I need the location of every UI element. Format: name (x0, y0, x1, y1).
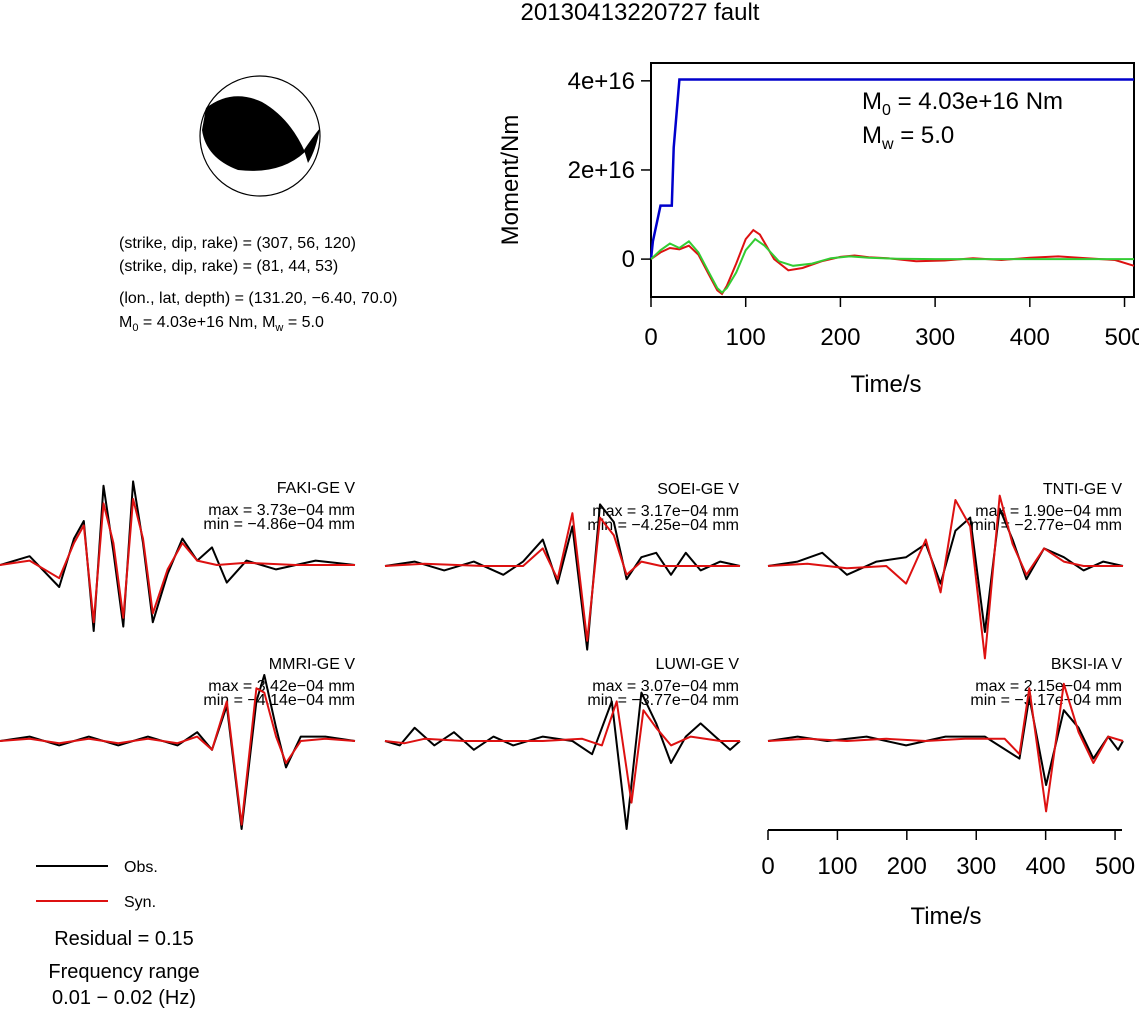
moment-rate-chart: 0 2e+16 4e+16 0 100 200 300 400 500 Moment/Nm Ti… (497, 62, 1139, 398)
waveform-x-tick-label: 0 (761, 853, 774, 880)
moment-y-tick-label: 0 (622, 246, 635, 273)
station-max: max = 3.17e−04 mm (592, 503, 739, 520)
moment-series-3 (650, 237, 1134, 294)
moment-x-axis-label: Time/s (850, 371, 921, 398)
synthetic-trace (384, 512, 740, 642)
station-max: max = 3.73e−04 mm (208, 502, 355, 519)
station-min: min = −3.17e−04 mm (970, 692, 1122, 709)
station-name: LUWI-GE V (655, 656, 739, 673)
location-line: (lon., lat, depth) = (131.20, −6.40, 70.… (119, 290, 397, 307)
station-name: TNTI-GE V (1043, 481, 1122, 498)
station-min: min = −4.14e−04 mm (203, 692, 355, 709)
moment-y-axis-label: Moment/Nm (497, 115, 524, 246)
synthetic-trace (0, 498, 355, 624)
waveform-x-tick-label: 400 (1026, 853, 1066, 880)
moment-x-tick-label: 400 (1010, 324, 1050, 351)
legend-syn-label: Syn. (124, 894, 156, 911)
synthetic-trace (384, 700, 740, 804)
figure-title: 20130413220727 fault (521, 0, 760, 26)
moment-x-tick-label: 500 (1105, 324, 1139, 351)
mechanism-line-2: (strike, dip, rake) = (81, 44, 53) (119, 258, 338, 275)
station-min: min = −2.77e−04 mm (970, 517, 1122, 534)
waveform-time-axis: 0 100 200 300 400 500 (761, 829, 1135, 880)
moment-m0-annotation: M0 = 4.03e+16 Nm (862, 88, 1063, 119)
station-name: MMRI-GE V (269, 656, 356, 673)
station-max: max = 3.42e−04 mm (208, 678, 355, 695)
moment-x-tick-label: 300 (915, 324, 955, 351)
residual-text: Residual = 0.15 (54, 928, 194, 950)
station-name: FAKI-GE V (277, 480, 356, 497)
waveform-x-tick-label: 100 (817, 853, 857, 880)
observed-trace (384, 691, 741, 830)
station-min: min = −4.25e−04 mm (587, 517, 739, 534)
frequency-range-title: Frequency range (48, 961, 199, 983)
legend: Obs. Syn. (36, 859, 158, 911)
observed-trace (767, 696, 1124, 786)
station-max: max = 3.07e−04 mm (592, 678, 739, 695)
waveform-x-tick-label: 200 (887, 853, 927, 880)
moment-x-tick-label: 100 (726, 324, 766, 351)
moment-series-2 (650, 228, 1135, 296)
observed-trace (767, 507, 1124, 633)
synthetic-trace (0, 687, 356, 826)
station-max: max = 1.90e−04 mm (975, 503, 1122, 520)
waveform-x-axis-label: Time/s (910, 903, 981, 930)
moment-y-tick-label: 2e+16 (568, 157, 635, 184)
moment-mw-annotation: Mw = 5.0 (862, 122, 954, 153)
focal-mechanism-beachball (199, 75, 321, 197)
station-name: SOEI-GE V (657, 481, 739, 498)
legend-obs-label: Obs. (124, 859, 158, 876)
synthetic-trace (767, 682, 1124, 813)
moment-x-tick-label: 200 (820, 324, 860, 351)
waveform-x-tick-label: 300 (956, 853, 996, 880)
frequency-range-value: 0.01 − 0.02 (Hz) (52, 987, 196, 1009)
station-max: max = 2.15e−04 mm (975, 678, 1122, 695)
moment-series-1 (649, 78, 1134, 260)
moment-plot-frame (650, 62, 1135, 298)
waveform-x-tick-label: 500 (1095, 853, 1135, 880)
magnitude-line: M0 = 4.03e+16 Nm, Mw = 5.0 (119, 314, 324, 334)
station-min: min = −3.77e−04 mm (587, 692, 739, 709)
synthetic-trace (767, 494, 1123, 660)
moment-x-tick-label: 0 (644, 324, 657, 351)
mechanism-line-1: (strike, dip, rake) = (307, 56, 120) (119, 235, 356, 252)
station-min: min = −4.86e−04 mm (203, 516, 355, 533)
station-name: BKSI-IA V (1051, 656, 1122, 673)
moment-y-tick-label: 4e+16 (568, 68, 635, 95)
